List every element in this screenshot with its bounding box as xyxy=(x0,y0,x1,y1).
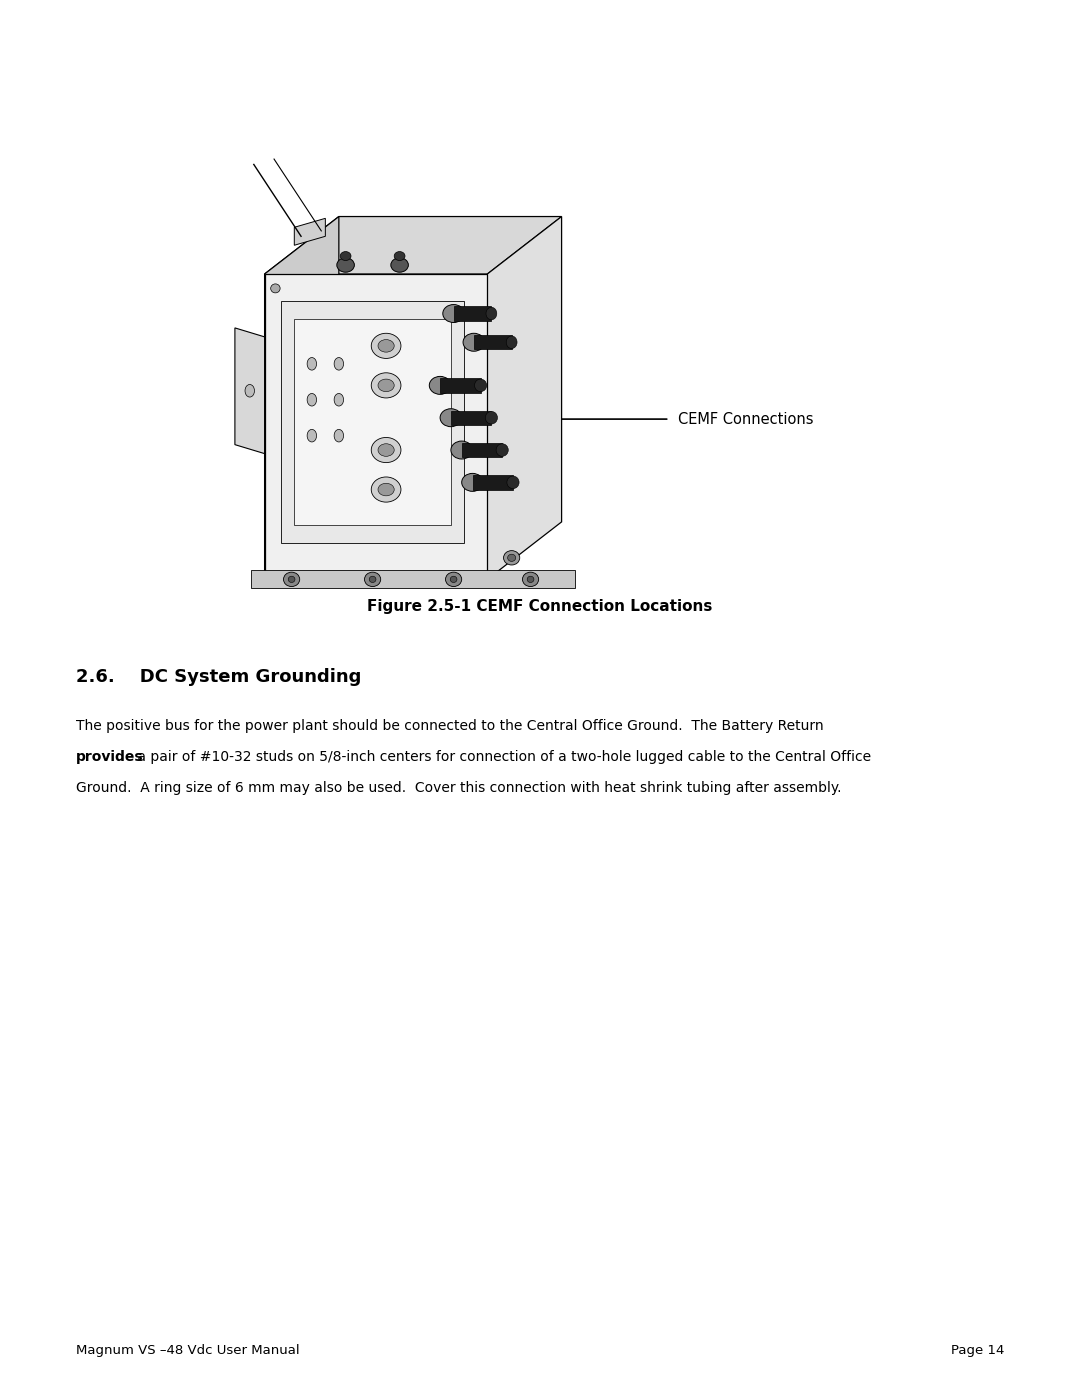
Ellipse shape xyxy=(485,411,498,425)
Text: Page 14: Page 14 xyxy=(951,1344,1004,1356)
Ellipse shape xyxy=(451,441,473,460)
Ellipse shape xyxy=(340,251,351,261)
Ellipse shape xyxy=(441,409,462,426)
Ellipse shape xyxy=(378,444,394,457)
Polygon shape xyxy=(235,328,265,454)
Ellipse shape xyxy=(507,476,519,489)
Polygon shape xyxy=(265,217,339,580)
Ellipse shape xyxy=(527,576,534,583)
Polygon shape xyxy=(441,379,481,393)
Ellipse shape xyxy=(378,483,394,496)
Text: CEMF Connections: CEMF Connections xyxy=(678,412,813,426)
Polygon shape xyxy=(251,570,576,588)
Ellipse shape xyxy=(307,394,316,407)
Ellipse shape xyxy=(245,384,255,397)
Ellipse shape xyxy=(334,429,343,441)
Ellipse shape xyxy=(430,376,451,394)
Text: 2.6.    DC System Grounding: 2.6. DC System Grounding xyxy=(76,668,361,686)
Text: Magnum VS –48 Vdc User Manual: Magnum VS –48 Vdc User Manual xyxy=(76,1344,299,1356)
Ellipse shape xyxy=(372,437,401,462)
Text: provides: provides xyxy=(76,750,144,764)
Polygon shape xyxy=(473,475,513,489)
Ellipse shape xyxy=(307,429,316,441)
Ellipse shape xyxy=(334,358,343,370)
Ellipse shape xyxy=(394,251,405,261)
Ellipse shape xyxy=(372,334,401,359)
Ellipse shape xyxy=(334,394,343,407)
Polygon shape xyxy=(265,274,487,580)
Ellipse shape xyxy=(337,258,354,272)
Ellipse shape xyxy=(288,576,295,583)
Polygon shape xyxy=(294,319,451,525)
Polygon shape xyxy=(451,411,491,425)
Ellipse shape xyxy=(443,305,464,323)
Text: Figure 2.5-1 CEMF Connection Locations: Figure 2.5-1 CEMF Connection Locations xyxy=(367,599,713,613)
Ellipse shape xyxy=(369,576,376,583)
Ellipse shape xyxy=(523,573,539,587)
Ellipse shape xyxy=(365,573,381,587)
Ellipse shape xyxy=(372,476,401,502)
Polygon shape xyxy=(474,335,512,349)
Ellipse shape xyxy=(486,307,497,320)
Text: The positive bus for the power plant should be connected to the Central Office G: The positive bus for the power plant sho… xyxy=(76,719,823,733)
Ellipse shape xyxy=(378,379,394,391)
Ellipse shape xyxy=(474,379,487,391)
Ellipse shape xyxy=(462,474,484,492)
Ellipse shape xyxy=(307,358,316,370)
Text: Ground.  A ring size of 6 mm may also be used.  Cover this connection with heat : Ground. A ring size of 6 mm may also be … xyxy=(76,781,841,795)
Ellipse shape xyxy=(283,573,300,587)
Ellipse shape xyxy=(503,550,519,564)
Ellipse shape xyxy=(463,334,485,351)
Ellipse shape xyxy=(450,576,457,583)
Ellipse shape xyxy=(508,555,516,562)
Ellipse shape xyxy=(271,284,280,293)
Ellipse shape xyxy=(496,444,509,457)
Ellipse shape xyxy=(391,258,408,272)
Polygon shape xyxy=(487,217,562,580)
Polygon shape xyxy=(454,306,491,321)
Ellipse shape xyxy=(378,339,394,352)
Ellipse shape xyxy=(372,373,401,398)
Polygon shape xyxy=(281,300,464,543)
Ellipse shape xyxy=(507,337,517,349)
Text: a pair of #10-32 studs on 5/8-inch centers for connection of a two-hole lugged c: a pair of #10-32 studs on 5/8-inch cente… xyxy=(133,750,870,764)
Polygon shape xyxy=(462,443,502,457)
Ellipse shape xyxy=(446,573,462,587)
Polygon shape xyxy=(265,217,562,274)
Polygon shape xyxy=(294,218,325,246)
